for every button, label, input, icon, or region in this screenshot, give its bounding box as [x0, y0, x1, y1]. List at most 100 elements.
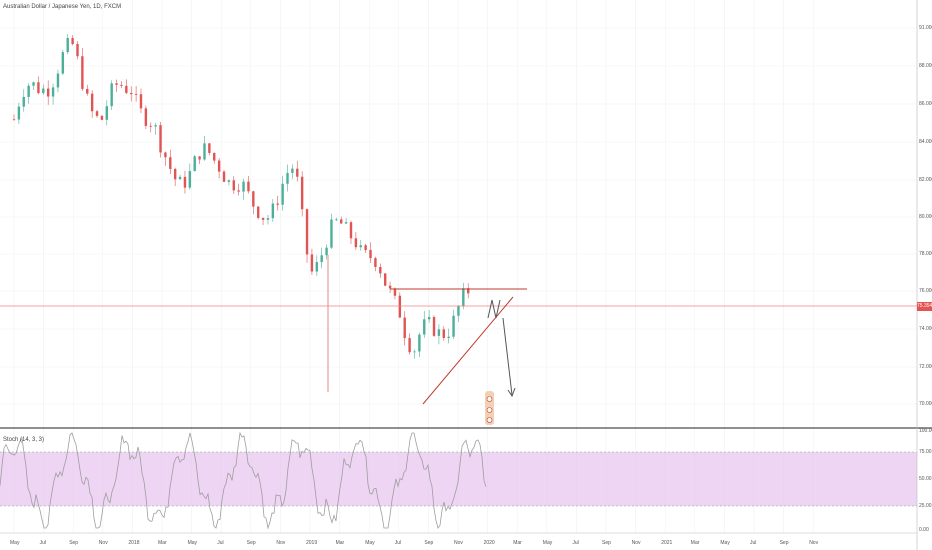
- price-tick-label: 72.000: [919, 364, 932, 370]
- candle-body: [427, 317, 431, 320]
- candle-body: [203, 143, 206, 160]
- candle-body: [169, 157, 172, 169]
- candle-body: [423, 319, 426, 335]
- candle-body: [242, 181, 245, 192]
- candle-body: [22, 96, 25, 107]
- candle-body: [227, 180, 231, 182]
- candle-body: [237, 190, 240, 192]
- candle-body: [105, 106, 108, 120]
- price-tick-label: 80.000: [919, 214, 932, 220]
- candle-body: [418, 334, 421, 352]
- candle-body: [452, 315, 455, 337]
- candle-body: [276, 203, 279, 205]
- time-tick-label: 2021: [661, 540, 673, 546]
- time-tick-label: 2020: [483, 540, 495, 546]
- candle-body: [188, 171, 192, 188]
- candle-body: [27, 85, 30, 97]
- time-tick-label: Jul: [750, 540, 757, 546]
- candle-body: [379, 266, 382, 274]
- zigzag-projection: [487, 299, 516, 398]
- candle-body: [349, 222, 353, 239]
- time-tick-label: May: [187, 540, 198, 546]
- candle-body: [403, 317, 406, 339]
- candle-body: [271, 203, 275, 219]
- time-tick-label: Nov: [809, 540, 819, 546]
- price-tick-label: 74.000: [919, 326, 932, 332]
- candle-body: [413, 351, 416, 353]
- stoch-tick-label: 25.00: [919, 503, 932, 509]
- candle-body: [340, 219, 343, 224]
- time-tick-label: Mar: [158, 540, 167, 546]
- time-tick-label: Jul: [572, 540, 579, 546]
- candle-body: [12, 119, 16, 121]
- candle-body: [71, 38, 74, 44]
- candle-body: [266, 218, 270, 220]
- candle-body: [208, 143, 211, 153]
- time-tick-label: Sep: [602, 540, 611, 546]
- time-tick-label: Nov: [454, 540, 463, 546]
- candle-body: [42, 88, 45, 94]
- candle-body: [130, 92, 133, 95]
- candle-body: [300, 176, 304, 210]
- time-tick-label: Nov: [276, 540, 286, 546]
- candle-body: [32, 82, 35, 86]
- grid-lines: [0, 0, 917, 533]
- time-tick-label: Mar: [690, 540, 700, 546]
- candle-body: [193, 156, 196, 172]
- candle-body: [252, 191, 255, 207]
- candle-body: [61, 52, 65, 74]
- candle-body: [100, 115, 104, 120]
- candle-body: [383, 273, 387, 286]
- price-tick-label: 88.000: [919, 63, 932, 69]
- candle-body: [90, 93, 94, 112]
- last-price-tag: 75.354: [917, 302, 932, 311]
- candle-body: [305, 209, 309, 255]
- candle-body: [320, 255, 323, 263]
- candle-body: [51, 87, 55, 97]
- candle-body: [261, 217, 265, 220]
- stoch-tick-label: 0.00: [919, 527, 929, 533]
- candle-body: [232, 180, 235, 191]
- candle-body: [217, 160, 221, 172]
- candle-body: [247, 181, 250, 192]
- candle-body: [46, 88, 50, 97]
- stoch-k-line: [0, 431, 487, 530]
- candle-body: [369, 250, 372, 259]
- candle-body: [56, 73, 60, 88]
- candle-body: [159, 125, 162, 153]
- candle-body: [330, 219, 333, 248]
- time-tick-label: 2019: [306, 540, 318, 546]
- candle-body: [183, 176, 187, 188]
- price-tick-label: 76.000: [919, 288, 932, 294]
- candlestick-series: [12, 34, 470, 392]
- time-tick-label: Sep: [69, 540, 79, 546]
- candle-body: [462, 288, 465, 307]
- price-tick-label: 78.000: [919, 251, 932, 257]
- candle-body: [37, 82, 40, 94]
- candle-body: [144, 108, 148, 126]
- candle-body: [257, 206, 260, 218]
- stoch-tick-label: 50.00: [919, 476, 932, 482]
- candle-body: [281, 183, 284, 205]
- time-tick-label: Mar: [513, 540, 522, 546]
- candle-body: [164, 152, 167, 158]
- candle-body: [76, 43, 79, 57]
- candle-body: [335, 219, 338, 221]
- candle-body: [154, 125, 157, 127]
- candle-body: [388, 285, 392, 289]
- candle-body: [134, 94, 138, 95]
- event-marker-icon[interactable]: [485, 391, 494, 425]
- price-tick-label: 86.000: [919, 101, 932, 107]
- candle-body: [120, 84, 123, 86]
- candle-body: [432, 317, 436, 336]
- candle-body: [125, 85, 128, 93]
- support-trendline: [422, 296, 514, 405]
- candle-body: [115, 83, 118, 85]
- stoch-tick-label: 100.00: [919, 428, 932, 434]
- candle-body: [354, 238, 358, 248]
- candle-body: [364, 245, 367, 251]
- candle-body: [222, 171, 226, 182]
- candle-body: [95, 111, 99, 116]
- candle-body: [198, 156, 201, 160]
